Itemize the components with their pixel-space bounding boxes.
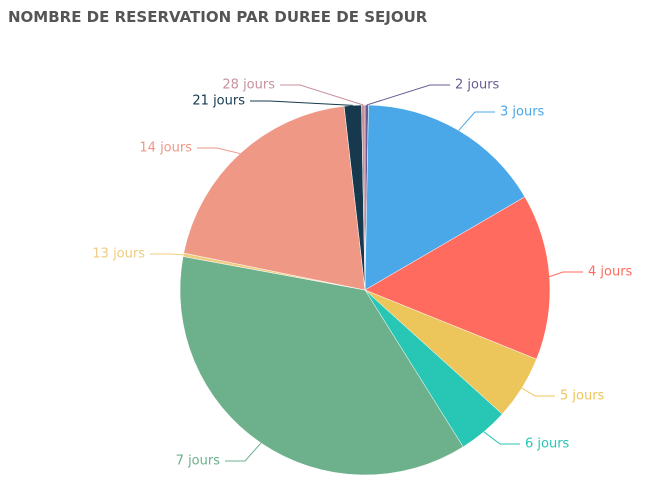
slice-label: 7 jours <box>176 454 221 469</box>
slice-label: 4 jours <box>588 265 633 280</box>
leader-line <box>197 147 241 155</box>
slice-label: 13 jours <box>92 247 145 262</box>
slice-label: 2 jours <box>455 78 500 93</box>
leader-line <box>250 100 353 106</box>
slice-label: 3 jours <box>500 105 545 120</box>
chart-title: NOMBRE DE RESERVATION PAR DUREE DE SEJOU… <box>8 8 428 26</box>
leader-line <box>549 271 583 278</box>
leader-line <box>280 84 364 106</box>
slice-label: 5 jours <box>560 389 605 404</box>
slice-label: 14 jours <box>139 141 192 156</box>
pie-slice <box>179 256 464 476</box>
pie-slice <box>364 104 526 291</box>
leader-line <box>150 253 184 256</box>
slice-label: 6 jours <box>525 437 570 452</box>
leader-line <box>458 111 495 131</box>
slice-label: 21 jours <box>192 94 245 109</box>
pie-slice <box>183 105 366 291</box>
leader-line <box>225 442 262 462</box>
leader-line <box>521 387 555 397</box>
leader-line <box>483 431 520 445</box>
slice-label: 28 jours <box>222 78 275 93</box>
leader-line <box>366 84 450 106</box>
pie-slice <box>364 196 551 360</box>
